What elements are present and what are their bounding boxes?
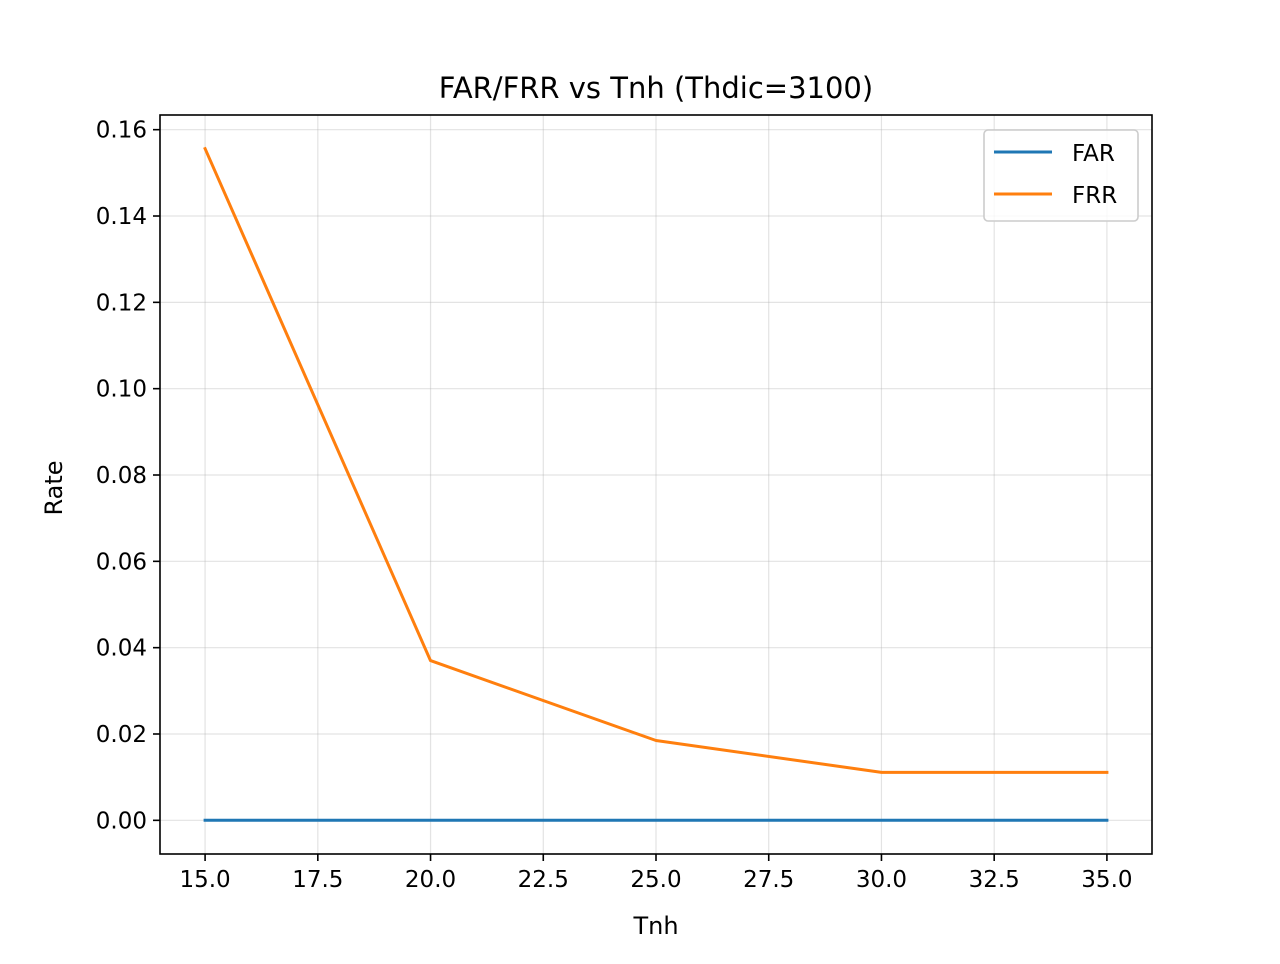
legend-label-far: FAR	[1072, 141, 1115, 167]
y-tick-label: 0.16	[96, 118, 147, 144]
x-tick-label: 20.0	[405, 867, 456, 893]
x-tick-label: 35.0	[1081, 867, 1132, 893]
y-tick-label: 0.08	[96, 463, 147, 489]
y-axis-label: Rate	[40, 460, 68, 515]
y-tick-label: 0.06	[96, 549, 147, 575]
x-tick-label: 27.5	[743, 867, 794, 893]
legend-label-frr: FRR	[1072, 183, 1117, 209]
y-tick-label: 0.04	[96, 636, 147, 662]
x-tick-label: 15.0	[179, 867, 230, 893]
y-tick-label: 0.00	[96, 808, 147, 834]
series-line-frr	[203, 146, 1109, 774]
x-tick-label: 22.5	[518, 867, 569, 893]
x-tick-label: 32.5	[969, 867, 1020, 893]
y-tick-label: 0.10	[96, 377, 147, 403]
legend-items: FAR FRR	[994, 141, 1117, 209]
chart-title: FAR/FRR vs Tnh (Thdic=3100)	[439, 71, 873, 105]
y-tick-label: 0.02	[96, 722, 147, 748]
legend: FAR FRR	[983, 129, 1139, 222]
x-axis-label: Tnh	[632, 912, 678, 940]
y-axis-ticks: 0.00 0.02 0.04 0.06 0.08 0.10 0.12 0.14 0.16	[96, 118, 160, 834]
x-tick-label: 17.5	[292, 867, 343, 893]
y-tick-label: 0.12	[96, 290, 147, 316]
y-tick-label: 0.14	[96, 204, 147, 230]
x-axis-ticks: 15.0 17.5 20.0 22.5 25.0 27.5 30.0 32.5 35.0	[179, 854, 1133, 893]
series-lines	[203, 146, 1109, 822]
x-tick-label: 25.0	[630, 867, 681, 893]
x-tick-label: 30.0	[856, 867, 907, 893]
